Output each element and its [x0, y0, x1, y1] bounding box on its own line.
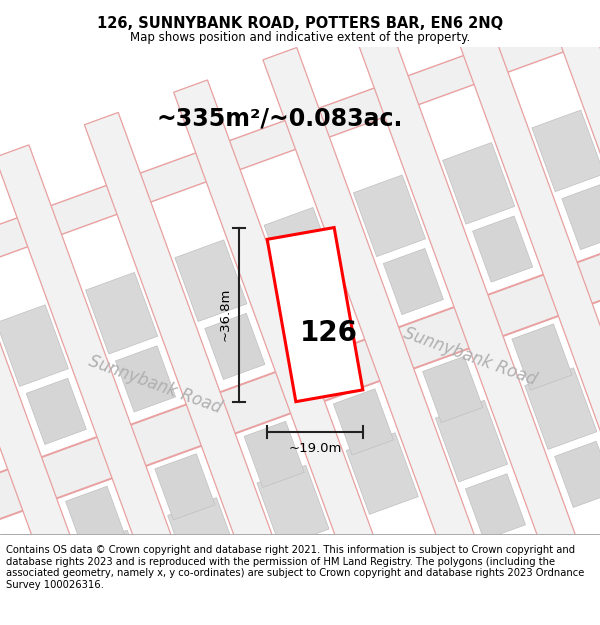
- Text: 126: 126: [300, 319, 358, 347]
- Polygon shape: [116, 346, 176, 412]
- Polygon shape: [0, 229, 600, 544]
- Polygon shape: [173, 80, 427, 625]
- Polygon shape: [65, 486, 126, 552]
- Polygon shape: [422, 356, 483, 422]
- Polygon shape: [0, 10, 599, 312]
- Polygon shape: [167, 498, 240, 579]
- Polygon shape: [352, 15, 600, 625]
- Text: Sunnybank Road: Sunnybank Road: [86, 352, 224, 417]
- Text: Map shows position and indicative extent of the property.: Map shows position and indicative extent…: [130, 31, 470, 44]
- Polygon shape: [512, 324, 572, 390]
- Polygon shape: [175, 240, 247, 321]
- Polygon shape: [0, 562, 61, 625]
- Polygon shape: [383, 248, 443, 314]
- Polygon shape: [353, 175, 425, 257]
- Polygon shape: [26, 378, 86, 444]
- Polygon shape: [531, 0, 600, 563]
- Text: ~36.8m: ~36.8m: [218, 288, 231, 341]
- Polygon shape: [294, 281, 354, 347]
- Polygon shape: [244, 421, 304, 488]
- Polygon shape: [443, 142, 515, 224]
- Text: Sunnybank Road: Sunnybank Road: [401, 324, 539, 389]
- Polygon shape: [79, 530, 151, 612]
- Polygon shape: [442, 0, 600, 596]
- Polygon shape: [334, 389, 394, 455]
- Polygon shape: [562, 184, 600, 249]
- Polygon shape: [466, 474, 526, 540]
- Polygon shape: [0, 210, 69, 625]
- Polygon shape: [267, 228, 363, 402]
- Polygon shape: [473, 216, 533, 282]
- Text: ~19.0m: ~19.0m: [289, 442, 341, 454]
- Polygon shape: [257, 465, 329, 547]
- Polygon shape: [532, 110, 600, 192]
- Polygon shape: [155, 454, 215, 520]
- Polygon shape: [0, 145, 248, 625]
- Polygon shape: [346, 432, 418, 514]
- Polygon shape: [525, 368, 597, 449]
- Polygon shape: [264, 208, 336, 289]
- Polygon shape: [494, 560, 566, 625]
- Text: 126, SUNNYBANK ROAD, POTTERS BAR, EN6 2NQ: 126, SUNNYBANK ROAD, POTTERS BAR, EN6 2N…: [97, 16, 503, 31]
- Polygon shape: [0, 177, 158, 625]
- Polygon shape: [583, 528, 600, 609]
- Text: ~335m²/~0.083ac.: ~335m²/~0.083ac.: [157, 107, 403, 131]
- Polygon shape: [263, 48, 515, 625]
- Polygon shape: [85, 112, 337, 625]
- Text: Contains OS data © Crown copyright and database right 2021. This information is : Contains OS data © Crown copyright and d…: [6, 545, 584, 590]
- Polygon shape: [404, 592, 476, 625]
- Polygon shape: [0, 305, 68, 386]
- Polygon shape: [436, 400, 508, 482]
- Polygon shape: [554, 441, 600, 508]
- Polygon shape: [86, 272, 158, 354]
- Polygon shape: [205, 313, 265, 379]
